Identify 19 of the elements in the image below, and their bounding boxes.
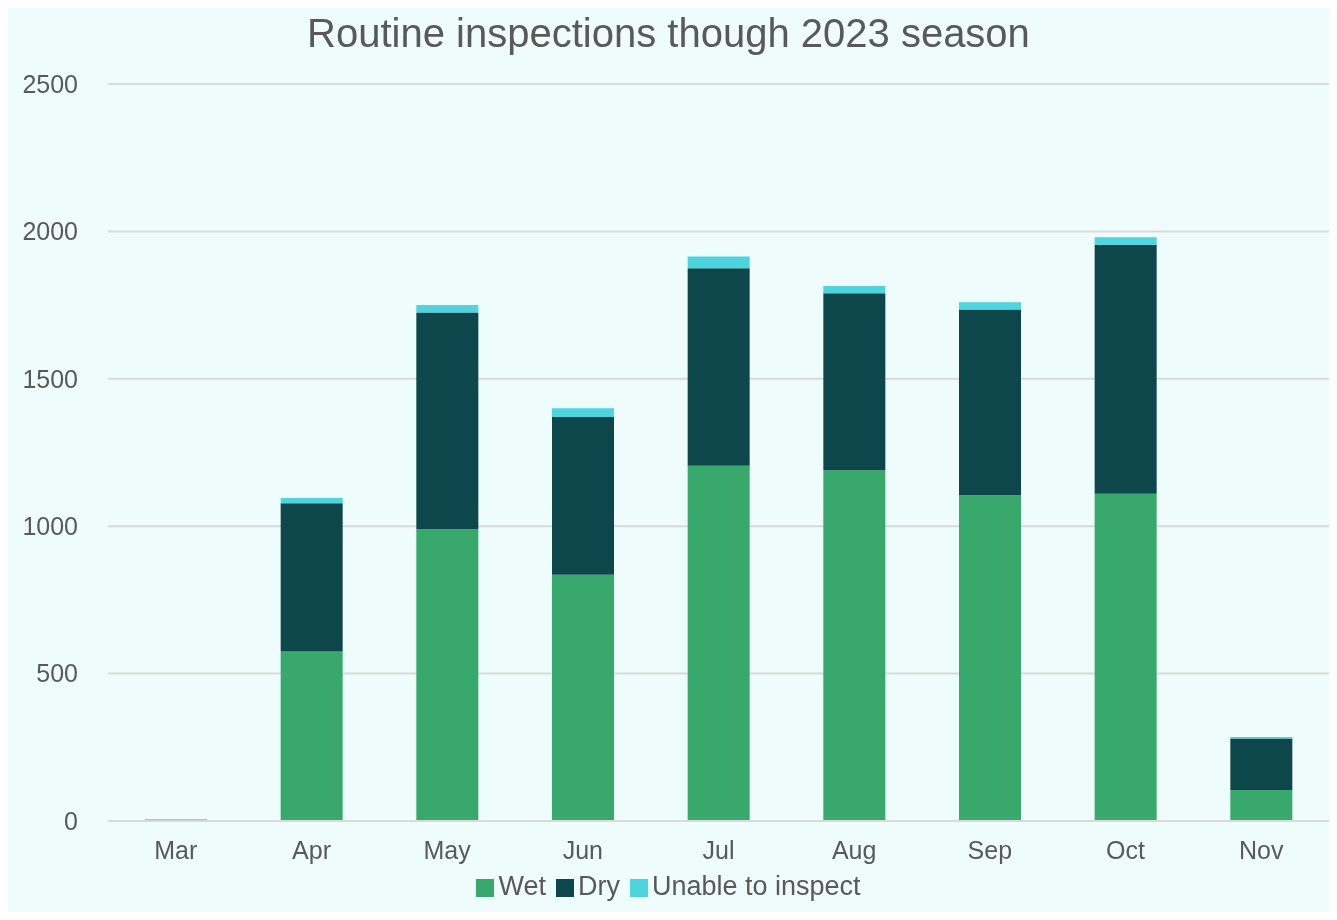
x-tick-label: Jul <box>702 835 735 864</box>
x-tick-label: Aug <box>831 835 877 864</box>
legend-label: Unable to inspect <box>651 871 861 901</box>
x-tick-label: May <box>423 835 472 864</box>
y-tick-label: 1500 <box>22 364 78 393</box>
y-tick-label: 2500 <box>22 69 78 98</box>
y-tick-label: 2000 <box>22 217 78 246</box>
x-tick-label: Mar <box>154 835 198 864</box>
legend-label: Wet <box>498 871 546 901</box>
y-tick-label: 500 <box>36 659 78 688</box>
y-tick-label: 0 <box>64 806 78 835</box>
x-tick-label: Oct <box>1106 835 1145 864</box>
x-tick-label: Jun <box>562 835 603 864</box>
legend-label: Dry <box>577 871 620 901</box>
x-tick-label: Sep <box>967 835 1013 864</box>
x-tick-label: Apr <box>292 835 331 864</box>
x-tick-label: Nov <box>1238 835 1284 864</box>
chart-title: Routine inspections though 2023 season <box>306 10 1031 57</box>
y-tick-label: 1000 <box>22 512 78 541</box>
